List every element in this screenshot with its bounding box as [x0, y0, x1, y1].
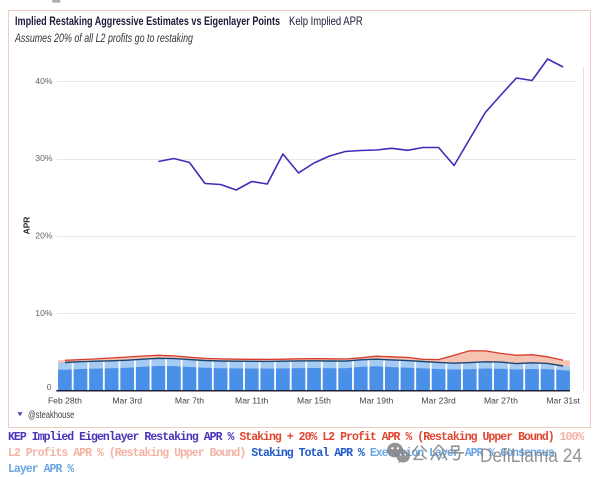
- svg-text:Feb 28th: Feb 28th: [48, 395, 82, 405]
- svg-text:Mar 11th: Mar 11th: [235, 395, 268, 405]
- svg-text:Mar 31st: Mar 31st: [546, 395, 580, 405]
- svg-text:Mar 3rd: Mar 3rd: [112, 395, 142, 405]
- svg-text:APR: APR: [21, 217, 31, 235]
- svg-text:Mar 23rd: Mar 23rd: [421, 395, 456, 405]
- svg-text:Mar 19th: Mar 19th: [359, 395, 393, 405]
- svg-text:Mar 7th: Mar 7th: [175, 395, 204, 405]
- svg-text:Mar 27th: Mar 27th: [484, 395, 518, 405]
- svg-text:Mar 15th: Mar 15th: [297, 395, 331, 405]
- svg-text:20%: 20%: [35, 231, 53, 241]
- svg-text:30%: 30%: [35, 153, 53, 163]
- svg-text:0: 0: [47, 382, 52, 392]
- svg-text:40%: 40%: [35, 76, 53, 86]
- svg-text:10%: 10%: [35, 308, 53, 318]
